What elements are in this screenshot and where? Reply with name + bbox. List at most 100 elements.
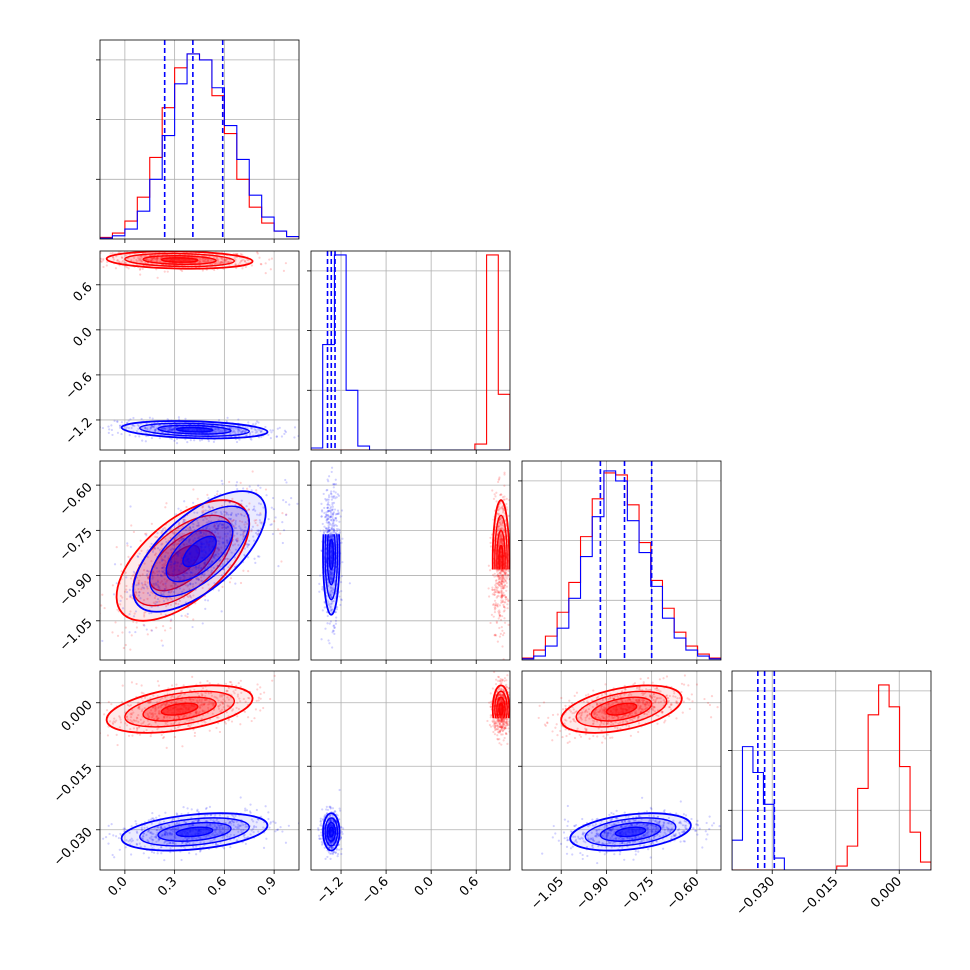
joint-0-2-red-point	[162, 570, 165, 574]
joint-0-2-red-point	[201, 505, 205, 508]
joint-0-2-red-point	[201, 534, 204, 537]
joint-0-2-blue-point	[172, 613, 175, 616]
joint-0-1-blue-point	[175, 437, 179, 441]
joint-0-1-blue-point	[186, 441, 189, 444]
joint-0-3-red-point	[162, 736, 166, 739]
joint-0-2-blue-point	[281, 521, 284, 524]
joint-0-2-red-point	[182, 575, 185, 578]
joint-0-2-blue-point	[178, 523, 181, 526]
joint-0-1-red-point	[127, 267, 130, 270]
joint-0-2-blue-point	[161, 558, 164, 562]
joint-1-2-red-point	[488, 595, 491, 598]
joint-0-1-blue-point	[170, 428, 174, 431]
joint-0-3-red-point	[175, 683, 178, 686]
joint-0-2-red-point	[201, 510, 204, 513]
joint-1-2-blue-point	[325, 511, 328, 514]
joint-0-3-red-point	[193, 734, 196, 738]
joint-1-2-red-point	[496, 586, 500, 589]
joint-0-1-blue-point	[49, 424, 51, 426]
joint-0-2-red-point	[142, 586, 145, 589]
joint-1-2-blue-point	[332, 501, 336, 504]
joint-0-3-red-point	[131, 734, 134, 737]
joint-0-2-blue-point	[184, 528, 188, 532]
joint-0-3-blue-point	[222, 847, 226, 850]
joint-1-2-blue-point	[334, 622, 338, 625]
joint-0-3-blue-point	[182, 806, 185, 809]
joint-0-2-blue-point	[162, 528, 165, 531]
joint-0-1-blue-point	[241, 430, 244, 433]
joint-0-2-blue-point	[137, 555, 140, 558]
joint-0-3-red-point	[81, 734, 83, 736]
joint-0-2-blue-point	[254, 531, 258, 535]
joint-0-3-blue-point	[102, 837, 105, 840]
joint-0-2-blue-point	[221, 542, 225, 545]
joint-0-2-blue-point	[213, 534, 216, 537]
marginal-3-frame	[731, 670, 932, 871]
joint-0-3-blue-point	[264, 805, 267, 808]
joint-0-2-blue-point	[132, 615, 136, 618]
joint-0-2-blue-point	[172, 573, 175, 576]
joint-0-2-red-point	[162, 565, 165, 568]
joint-0-2-blue-point	[165, 540, 168, 544]
joint-0-2-blue-point	[217, 525, 220, 528]
joint-0-3-red-point	[254, 708, 257, 711]
joint-1-2-red-point	[502, 634, 505, 637]
joint-1-2-blue-point	[326, 614, 329, 618]
joint-0-2-blue-point	[196, 511, 199, 514]
joint-0-2-red-point	[163, 526, 166, 530]
joint-1-2-blue-point	[331, 505, 334, 508]
joint-1-2-red-point	[496, 640, 499, 643]
joint-0-2-red-point	[196, 533, 199, 536]
joint-0-2-red-point	[119, 594, 123, 597]
joint-0-3-red-point	[96, 729, 98, 731]
joint-0-2-blue-point	[129, 545, 132, 548]
joint-0-2-red-point	[154, 594, 157, 597]
joint-1-2-red-point	[506, 603, 509, 606]
joint-0-2-blue-point	[209, 506, 212, 509]
joint-0-2-red-point	[142, 599, 146, 602]
joint-0-2-blue-point	[246, 545, 249, 549]
joint-0-2-blue-point	[257, 484, 260, 487]
joint-0-2-red-point	[237, 539, 240, 542]
joint-0-1-red-point	[151, 257, 154, 260]
joint-0-1-blue-point	[198, 439, 202, 442]
joint-0-2-red-point	[170, 590, 173, 593]
joint-0-1-red-point	[215, 262, 218, 265]
joint-0-1-red-point	[69, 252, 71, 254]
joint-0-2-red-point	[194, 532, 197, 535]
joint-0-2-red-point	[216, 493, 219, 496]
joint-1-2-red-point	[493, 572, 496, 575]
joint-0-1-blue-point	[241, 430, 244, 433]
joint-0-2-red-point	[139, 539, 142, 542]
joint-0-2-red-point	[130, 524, 133, 527]
joint-1-2-blue-point	[327, 639, 330, 642]
joint-0-2-red-point	[140, 588, 143, 591]
joint-0-2-blue-point	[202, 532, 206, 535]
joint-0-2-red-point	[232, 525, 235, 528]
joint-0-2-red-point	[92, 568, 94, 570]
joint-0-1-red-contour-1	[124, 252, 236, 268]
joint-0-2-blue-point	[166, 533, 169, 536]
joint-0-1-blue-point	[134, 435, 137, 438]
joint-0-2-blue-point	[150, 542, 153, 546]
joint-0-2-blue-point	[198, 536, 201, 540]
joint-0-2-blue-point	[225, 552, 228, 555]
joint-1-2-blue-point	[334, 516, 337, 520]
joint-0-2-red-point	[156, 536, 159, 539]
joint-1-2-red-point	[499, 618, 503, 621]
joint-0-1-blue-point	[161, 427, 165, 430]
joint-0-1-red-point	[121, 260, 124, 263]
joint-0-2-red-point	[131, 597, 134, 600]
joint-0-1-blue-point	[118, 424, 122, 427]
joint-0-3-red-point	[87, 741, 89, 743]
joint-0-3-red-point	[165, 746, 168, 749]
joint-0-2-red-point	[239, 581, 243, 585]
joint-0-2-red-point	[152, 548, 155, 551]
joint-0-2-red-point	[162, 558, 165, 562]
joint-0-2-red-point	[229, 519, 232, 522]
joint-0-2-red-point	[173, 538, 176, 541]
joint-0-2-red-point	[177, 576, 180, 579]
joint-0-2-red-point	[205, 517, 208, 521]
joint-0-1-red-point	[139, 257, 142, 260]
joint-0-1-red-point	[243, 260, 247, 263]
